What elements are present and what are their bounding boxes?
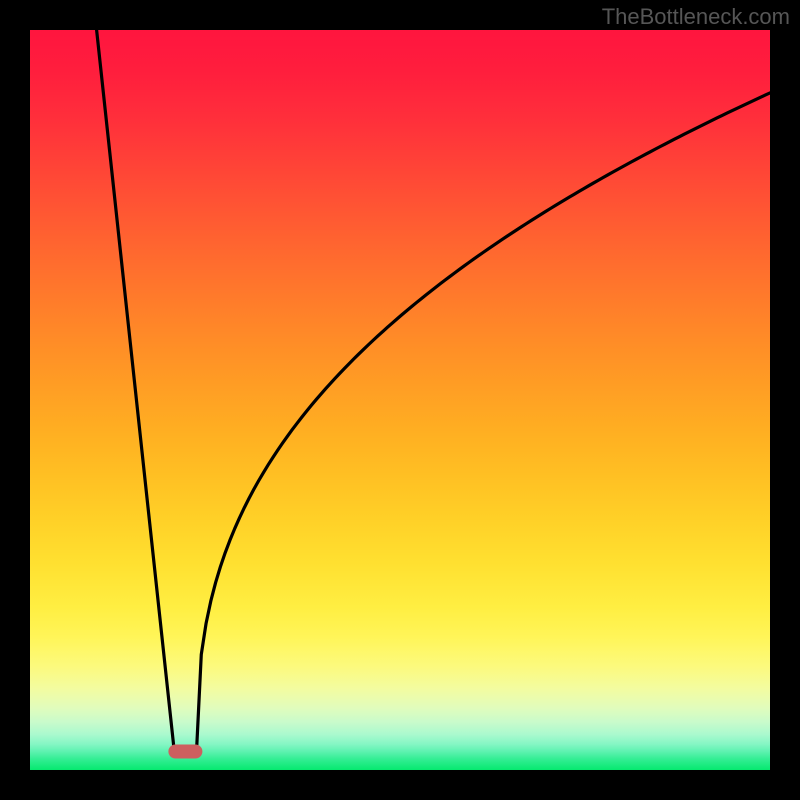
- chart-container: TheBottleneck.com: [0, 0, 800, 800]
- chart-background: [30, 30, 770, 770]
- bottleneck-chart: [0, 0, 800, 800]
- optimal-marker: [168, 745, 202, 759]
- watermark-text: TheBottleneck.com: [602, 4, 790, 30]
